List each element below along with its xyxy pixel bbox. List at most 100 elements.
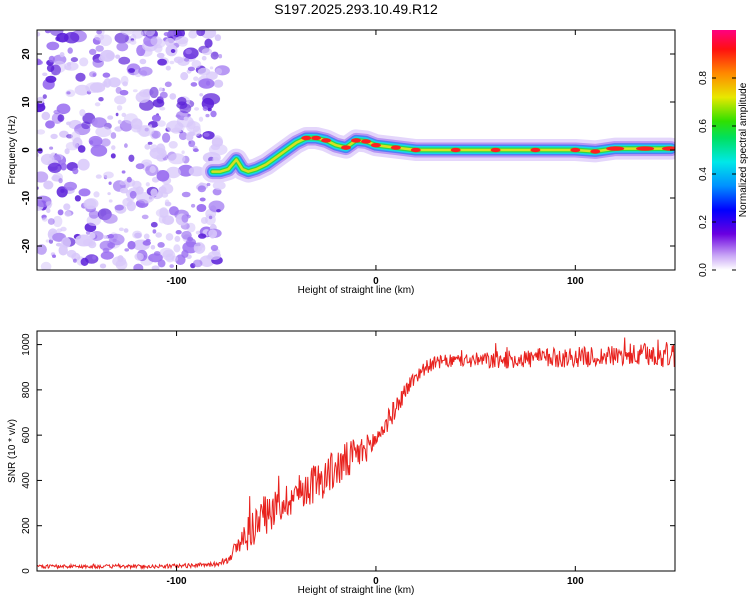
- y-tick-label: 10: [21, 96, 32, 108]
- noise-blob: [159, 106, 166, 111]
- noise-blob: [150, 36, 163, 47]
- noise-blob: [145, 238, 151, 243]
- noise-blob: [213, 79, 224, 88]
- noise-blob: [201, 48, 213, 56]
- noise-blob: [164, 37, 175, 47]
- noise-blob: [53, 109, 61, 115]
- ridge-hotspot: [311, 135, 322, 141]
- noise-blob: [165, 166, 181, 179]
- noise-blob: [165, 65, 171, 71]
- y-tick-label: 0: [21, 147, 32, 153]
- noise-blob: [207, 251, 221, 260]
- noise-blob: [150, 221, 158, 228]
- noise-blob: [157, 259, 166, 268]
- noise-blob: [175, 230, 182, 235]
- noise-blob: [190, 82, 198, 87]
- noise-blob: [45, 239, 50, 243]
- noise-blob: [124, 248, 129, 252]
- snr-frame: [36, 330, 676, 572]
- noise-blob: [90, 144, 108, 157]
- noise-blob: [170, 49, 176, 53]
- noise-blob: [161, 191, 169, 198]
- noise-blob: [132, 30, 144, 39]
- noise-blob: [42, 217, 48, 222]
- noise-blob: [121, 170, 126, 174]
- noise-blob: [181, 150, 185, 155]
- noise-blob: [174, 235, 181, 242]
- noise-blob: [37, 31, 41, 37]
- noise-blob: [164, 201, 172, 207]
- noise-blob: [193, 76, 199, 81]
- noise-blob: [196, 30, 206, 37]
- noise-blob: [128, 68, 135, 73]
- noise-blob: [188, 166, 205, 177]
- noise-blob: [199, 93, 204, 97]
- noise-blob: [108, 181, 112, 185]
- noise-blob: [108, 233, 125, 246]
- noise-blob: [100, 138, 111, 147]
- noise-blob: [196, 204, 207, 212]
- noise-blob: [191, 203, 196, 208]
- noise-blob: [114, 204, 124, 211]
- noise-blob: [52, 215, 63, 228]
- noise-blob: [115, 259, 128, 270]
- noise-blob: [81, 121, 91, 130]
- noise-blob: [163, 31, 170, 37]
- noise-blob: [58, 178, 63, 184]
- noise-blob: [168, 141, 178, 149]
- noise-blob: [114, 32, 129, 44]
- noise-blob: [102, 235, 109, 239]
- noise-blob: [173, 56, 184, 64]
- noise-blob: [157, 58, 168, 66]
- noise-blob: [77, 158, 90, 171]
- noise-blob: [132, 230, 143, 239]
- noise-blob: [57, 209, 64, 216]
- noise-blob: [102, 81, 108, 87]
- noise-blob: [110, 132, 117, 139]
- noise-blob: [50, 64, 61, 76]
- noise-blob: [91, 117, 107, 128]
- noise-blob: [143, 233, 150, 240]
- noise-blob: [149, 86, 159, 99]
- y-tick-label: 200: [21, 517, 32, 534]
- noise-blob: [49, 146, 54, 150]
- noise-blob: [187, 66, 195, 72]
- noise-blob: [94, 102, 101, 107]
- noise-blob: [43, 180, 54, 190]
- noise-blob: [93, 191, 100, 198]
- noise-blob: [205, 113, 210, 118]
- noise-blob: [144, 143, 151, 150]
- noise-blob: [99, 263, 107, 269]
- noise-blob: [67, 47, 73, 54]
- noise-blob: [44, 30, 51, 34]
- noise-blob: [63, 203, 71, 211]
- noise-blob: [124, 143, 128, 148]
- noise-blob: [210, 51, 219, 60]
- noise-blob: [188, 140, 196, 148]
- noise-blob: [205, 71, 218, 80]
- signal-ridge: [201, 127, 675, 183]
- noise-blob: [139, 58, 147, 65]
- y-tick-label: 20: [21, 48, 32, 60]
- colorbar-tick-label: 0.4: [698, 167, 709, 181]
- noise-blob: [212, 135, 223, 147]
- noise-blob: [198, 78, 215, 89]
- noise-blob: [185, 48, 192, 55]
- noise-blob: [205, 214, 216, 226]
- noise-blob: [37, 153, 40, 157]
- noise-blob: [181, 249, 189, 258]
- y-tick-label: 1000: [21, 333, 32, 356]
- colorbar-tick-label: 0.0: [698, 263, 709, 277]
- noise-blob: [70, 57, 78, 63]
- noise-blob: [206, 182, 211, 187]
- colorbar-label: Normalized spectral amplitude: [738, 82, 749, 217]
- noise-blob: [98, 97, 104, 102]
- noise-blob: [77, 145, 86, 153]
- noise-blob: [107, 242, 116, 249]
- noise-blob: [166, 120, 184, 133]
- noise-blob: [208, 143, 228, 156]
- noise-blob: [164, 81, 172, 88]
- noise-blob: [79, 109, 86, 117]
- noise-blob: [162, 215, 175, 226]
